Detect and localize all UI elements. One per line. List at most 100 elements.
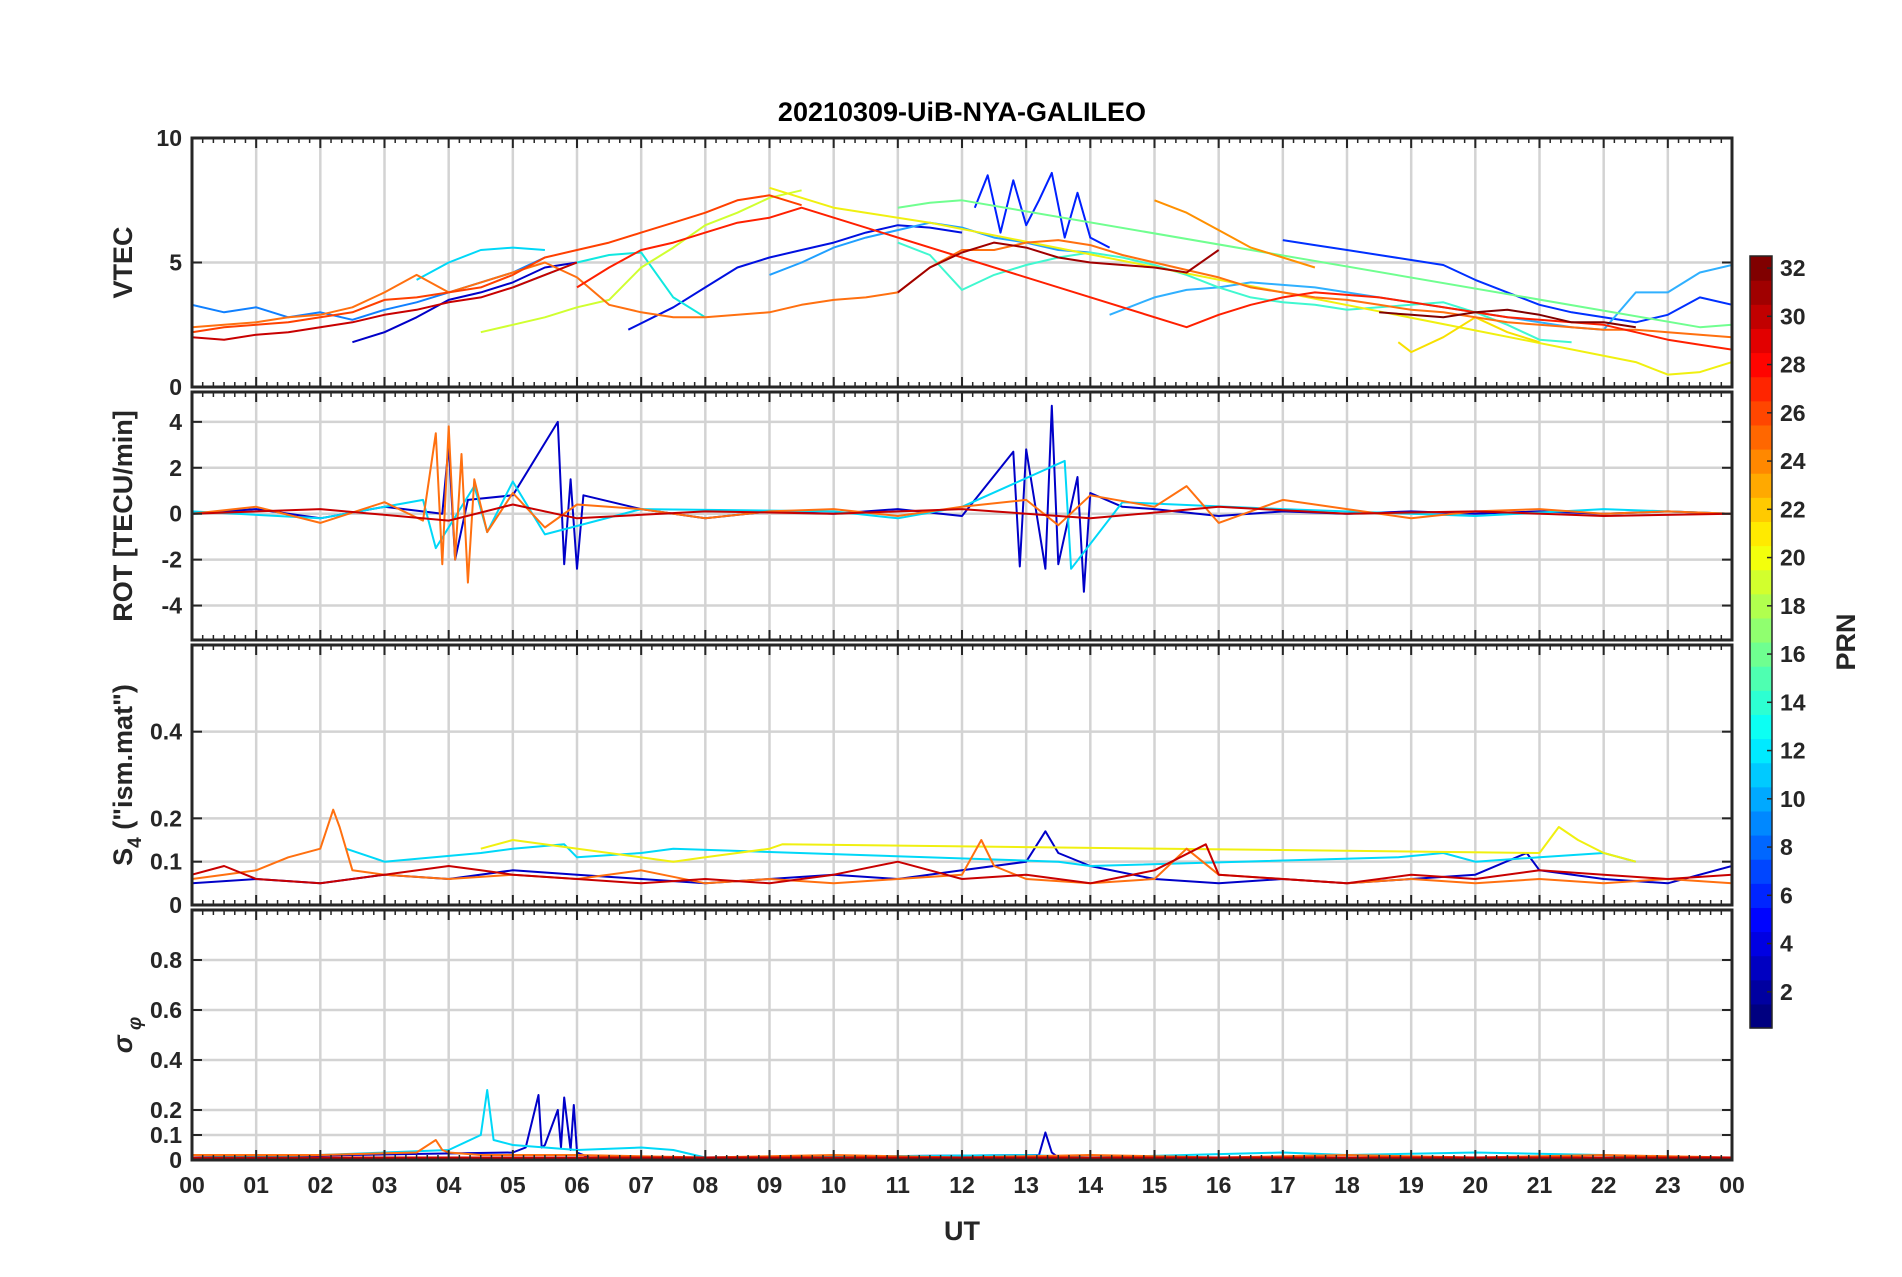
colorbar-cell [1750, 810, 1772, 836]
series-line-prn-20 [480, 826, 1637, 863]
colorbar-cell [1750, 955, 1772, 981]
colorbar-cell [1750, 424, 1772, 450]
colorbar-cell [1750, 714, 1772, 740]
series-line-prn-16 [897, 199, 1732, 329]
y-tick-label: 0.4 [150, 1047, 182, 1073]
panel-rot: -4 -2 0 2 4 ROT [TECU/min] [108, 390, 1734, 642]
chart-title: 20210309-UiB-NYA-GALILEO [778, 97, 1146, 127]
colorbar-tick-label: 20 [1780, 545, 1806, 571]
x-tick-label: 10 [821, 1172, 847, 1198]
x-tick-label: 06 [564, 1172, 590, 1198]
series-line-prn-2 [352, 261, 578, 344]
x-tick-label: 20 [1463, 1172, 1489, 1198]
series-line-prn-12 [345, 843, 1637, 867]
colorbar-tick-label: 8 [1780, 834, 1793, 860]
x-tick-label: 03 [372, 1172, 398, 1198]
y-tick-label: 0 [169, 1147, 182, 1173]
series-group [192, 171, 1732, 376]
y-tick-label: -4 [162, 593, 183, 619]
series-line-prn-32 [1379, 308, 1636, 329]
colorbar-cell [1750, 400, 1772, 426]
x-tick-label: 19 [1398, 1172, 1424, 1198]
x-tick-label: 21 [1527, 1172, 1553, 1198]
y-axis-label-rot: ROT [TECU/min] [108, 410, 138, 621]
colorbar-cell [1750, 786, 1772, 812]
colorbar-cell [1750, 352, 1772, 378]
y-tick-label: 0.2 [150, 1097, 182, 1123]
y-tick-label: 0 [169, 892, 182, 918]
colorbar-tick-label: 16 [1780, 641, 1806, 667]
x-tick-label: 04 [436, 1172, 462, 1198]
x-tick-label: 00 [1719, 1172, 1745, 1198]
series-line-prn-24 [192, 808, 1732, 885]
colorbar-tick-label: 24 [1780, 448, 1806, 474]
series-group [192, 808, 1732, 885]
colorbar-cell [1750, 593, 1772, 619]
panel-frame [190, 390, 1734, 642]
series-group [192, 404, 1732, 593]
series-line-prn-23 [1154, 199, 1316, 269]
colorbar-cell [1750, 328, 1772, 354]
y-tick-label: -2 [162, 547, 182, 573]
colorbar-cell [1750, 883, 1772, 908]
colorbar-cell [1750, 256, 1772, 281]
colorbar-tick-label: 28 [1780, 352, 1806, 378]
colorbar-cell [1750, 642, 1772, 667]
panel-vtec: 0 5 10 VTEC [108, 125, 1734, 400]
y-tick-label: 0.2 [150, 805, 182, 831]
colorbar-cell [1750, 521, 1772, 547]
colorbar-tick-label: 4 [1780, 931, 1793, 957]
colorbar-cell [1750, 835, 1772, 860]
y-tick-label: 0 [169, 501, 182, 527]
x-tick-label: 12 [949, 1172, 975, 1198]
colorbar-tick-label: 12 [1780, 738, 1806, 764]
series-line-prn-27 [576, 206, 1732, 351]
series-line-prn-24 [192, 425, 1732, 584]
colorbar-cell [1750, 449, 1772, 474]
colorbar-tick-label: 18 [1780, 593, 1806, 619]
colorbar-cell [1750, 473, 1772, 498]
series-line-prn-30 [192, 261, 578, 341]
colorbar-cell [1750, 690, 1772, 715]
y-tick-label: 0.6 [150, 997, 182, 1023]
colorbar-tick-label: 14 [1780, 689, 1806, 715]
colorbar-cell [1750, 545, 1772, 571]
y-tick-label: 0.8 [150, 947, 182, 973]
series-line-prn-3 [627, 224, 963, 331]
x-tick-label: 11 [886, 1172, 911, 1198]
x-tick-label: 09 [757, 1172, 783, 1198]
colorbar-cell [1750, 497, 1772, 522]
series-line-prn-26 [192, 194, 802, 334]
colorbar-tick-label: 6 [1780, 882, 1793, 908]
colorbar-cell [1750, 1003, 1772, 1029]
colorbar-cell [1750, 859, 1772, 884]
colorbar-cell [1750, 280, 1772, 305]
y-axis-label-sigma-phi: σ φ [108, 1017, 146, 1054]
colorbar-cell [1750, 907, 1772, 933]
colorbar-cell [1750, 931, 1772, 957]
colorbar-tick-label: 32 [1780, 255, 1806, 281]
x-tick-label: 17 [1270, 1172, 1296, 1198]
colorbar-cell [1750, 738, 1772, 764]
series-line-prn-21 [1397, 316, 1540, 354]
colorbar-tick-label: 2 [1780, 979, 1793, 1005]
series-line-prn-19 [480, 189, 802, 334]
x-tick-label: 07 [628, 1172, 654, 1198]
series-line-prn-4 [192, 1094, 1732, 1159]
x-tick-label: 16 [1206, 1172, 1232, 1198]
x-tick-label: 14 [1078, 1172, 1104, 1198]
series-line-prn-30 [192, 843, 1732, 885]
colorbar-cell [1750, 666, 1772, 691]
y-tick-label: 10 [156, 125, 182, 151]
series-line-prn-5 [1282, 239, 1732, 324]
x-tick-label: 05 [500, 1172, 526, 1198]
panel-s4: 0 0.1 0.2 0.4S4 ("ism.mat") [108, 643, 1734, 918]
colorbar-tick-label: 10 [1780, 786, 1806, 812]
colorbar-tick-label: 30 [1780, 303, 1806, 329]
series-line-prn-20 [769, 186, 1732, 376]
colorbar-frame [1749, 255, 1773, 1029]
x-tick-label: 13 [1013, 1172, 1039, 1198]
y-tick-label: 0.1 [150, 1122, 182, 1148]
